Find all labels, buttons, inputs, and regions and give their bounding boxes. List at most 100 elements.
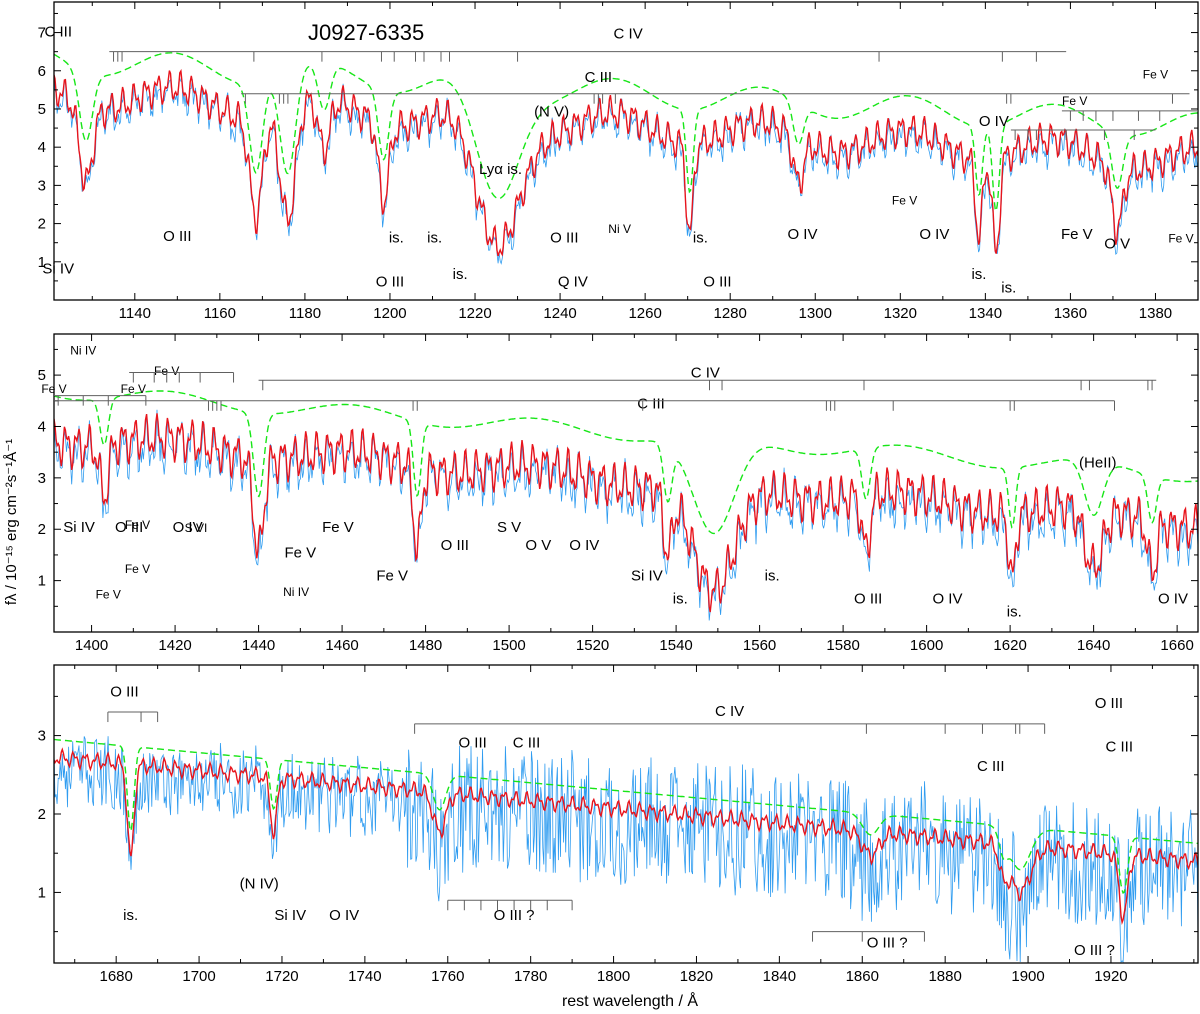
line-id-label: Fe V — [41, 382, 66, 396]
x-tick-label: 1280 — [714, 305, 747, 322]
line-id-label: C III — [513, 734, 541, 751]
line-id-label: is. — [1007, 604, 1022, 621]
y-tick-label: 4 — [38, 139, 46, 156]
line-id-label: is. — [971, 266, 986, 283]
y-axis-label: fλ / 10⁻¹⁵ erg cm⁻²s⁻¹Å⁻¹ — [3, 439, 20, 605]
x-tick-label: 1880 — [928, 968, 961, 985]
line-id-label: C III — [637, 396, 665, 413]
x-axis-label: rest wavelength / Å — [562, 991, 698, 1010]
line-id-label: O IV — [569, 537, 599, 554]
y-tick-label: 2 — [38, 216, 46, 233]
line-id-label: O IV — [1158, 591, 1188, 608]
y-tick-label: 5 — [38, 101, 46, 118]
x-tick-label: 1540 — [659, 637, 692, 654]
series-continuum — [54, 738, 1198, 894]
line-id-label: C III — [1105, 738, 1133, 755]
x-tick-label: 1920 — [1094, 968, 1127, 985]
y-tick-label: 4 — [38, 418, 46, 435]
line-id-label: Ni IV — [283, 585, 309, 599]
line-id-label: is. — [693, 230, 708, 247]
line-id-label: Fe V — [1168, 232, 1193, 246]
line-id-label: (N V) — [534, 104, 569, 121]
line-id-label: is. — [673, 591, 688, 608]
line-id-label: O III — [115, 519, 143, 536]
line-id-label: C III — [585, 69, 613, 86]
line-id-label: Lyα is. — [479, 161, 522, 178]
line-id-label: O III — [441, 537, 469, 554]
line-id-label: Fe V — [121, 382, 146, 396]
plot-frame — [53, 1, 1199, 301]
line-id-label: is. — [453, 266, 468, 283]
x-tick-label: 1360 — [1054, 305, 1087, 322]
line-id-label: Fe V — [322, 519, 354, 536]
line-id-label: O III — [376, 274, 404, 291]
series-continuum — [54, 390, 1198, 535]
series-observed — [54, 736, 1198, 963]
x-tick-label: 1860 — [846, 968, 879, 985]
line-id-label: O III ? — [494, 907, 535, 924]
x-tick-label: 1680 — [99, 968, 132, 985]
x-tick-label: 1200 — [373, 305, 406, 322]
line-id-label: O III — [854, 591, 882, 608]
line-id-label: O III ? — [1074, 942, 1115, 959]
x-tick-label: 1500 — [492, 637, 525, 654]
y-tick-label: 3 — [38, 177, 46, 194]
x-tick-label: 1340 — [969, 305, 1002, 322]
y-tick-label: 7 — [38, 25, 46, 42]
series-continuum — [54, 52, 1198, 213]
line-id-label: Fe V — [1143, 67, 1168, 81]
x-tick-label: 1620 — [993, 637, 1026, 654]
line-id-label: Fe V — [892, 193, 917, 207]
line-id-label: C IV — [715, 703, 744, 720]
x-tick-label: 1520 — [576, 637, 609, 654]
y-tick-label: 1 — [38, 254, 46, 271]
line-id-label: Si IV — [42, 260, 74, 277]
line-id-label: O V — [525, 537, 551, 554]
series-group — [54, 736, 1198, 963]
x-tick-label: 1480 — [409, 637, 442, 654]
series-model — [54, 747, 1198, 926]
x-tick-label: 1700 — [182, 968, 215, 985]
line-id-label: Si IV — [631, 568, 663, 585]
series-model — [54, 68, 1198, 257]
line-id-label: Ni V — [608, 222, 631, 236]
line-id-label: is. — [427, 230, 442, 247]
y-tick-label: 1 — [38, 573, 46, 590]
y-tick-label: 3 — [38, 470, 46, 487]
x-tick-label: 1320 — [884, 305, 917, 322]
panel-top: 1140 1160 1180 1200 1220 1240 1260 1280 1300 1320… — [38, 1, 1199, 322]
x-tick-label: 1900 — [1011, 968, 1044, 985]
y-tick-label: 5 — [38, 367, 46, 384]
x-tick-label: 1220 — [458, 305, 491, 322]
x-tick-label: 1380 — [1139, 305, 1172, 322]
line-id-label: Fe V — [1061, 226, 1093, 243]
x-tick-label: 1160 — [204, 305, 236, 322]
line-id-label: O IV — [979, 113, 1009, 130]
x-tick-label: 1780 — [514, 968, 547, 985]
y-tick-label: 6 — [38, 63, 46, 80]
line-id-label: is. — [1001, 279, 1016, 296]
line-id-label: O III — [458, 734, 486, 751]
y-tick-label: 2 — [38, 521, 46, 538]
line-id-label: Fe V — [284, 545, 316, 562]
x-tick-label: 1760 — [431, 968, 464, 985]
x-tick-label: 1240 — [543, 305, 576, 322]
line-id-label: O III — [550, 230, 578, 247]
line-id-label: is. — [389, 230, 404, 247]
x-tick-label: 1560 — [743, 637, 776, 654]
x-tick-label: 1460 — [325, 637, 358, 654]
line-id-label: Si IV — [63, 519, 95, 536]
line-id-label: C III — [977, 758, 1005, 775]
series-model — [54, 413, 1198, 613]
line-id-label: Ni IV — [70, 344, 96, 358]
line-id-label: O III — [703, 274, 731, 291]
line-id-label: Fe V — [1062, 94, 1087, 108]
line-id-label: O III ? — [867, 934, 908, 951]
x-tick-label: 1580 — [826, 637, 859, 654]
series-group — [54, 390, 1198, 621]
panel-bottom: 1680 1700 1720 1740 1760 1780 1800 1820 1840 1860… — [38, 664, 1199, 985]
y-tick-label: 2 — [38, 806, 46, 823]
line-id-label: Fe V — [125, 518, 150, 532]
line-id-label: Fe V — [154, 364, 179, 378]
x-tick-label: 1420 — [158, 637, 191, 654]
